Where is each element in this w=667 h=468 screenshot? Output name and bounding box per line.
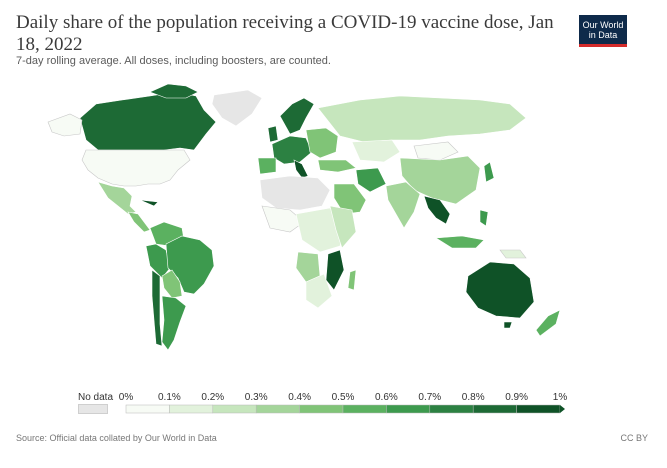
legend-bin-4[interactable] [299, 404, 344, 414]
legend-tick-label: 0.9% [505, 392, 528, 403]
legend-bin-1[interactable] [169, 404, 214, 414]
region-madagascar[interactable] [347, 269, 357, 291]
region-mozambique[interactable] [325, 249, 345, 291]
region-philippines[interactable] [479, 209, 489, 227]
region-russia[interactable] [317, 95, 527, 143]
region-italy[interactable] [293, 159, 309, 179]
legend-tick-label: 1% [552, 392, 568, 403]
region-new-zealand[interactable] [535, 309, 561, 337]
region-central-america[interactable] [127, 211, 151, 233]
legend-color-scale [125, 404, 565, 414]
chart-subtitle: 7-day rolling average. All doses, includ… [16, 55, 331, 67]
region-kazakhstan[interactable] [351, 139, 401, 163]
legend-tick-label: 0.4% [288, 392, 311, 403]
license-label[interactable]: CC BY [620, 433, 648, 443]
region-indonesia[interactable] [435, 235, 485, 249]
legend-bin-7[interactable] [429, 404, 474, 414]
region-australia[interactable] [465, 261, 535, 319]
region-argentina[interactable] [161, 295, 187, 351]
source-note[interactable]: Source: Official data collated by Our Wo… [16, 433, 217, 443]
region-north-africa[interactable] [259, 175, 331, 211]
legend-tick-label: 0.7% [418, 392, 442, 403]
legend-tick-label: 0.1% [157, 392, 181, 403]
region-cuba[interactable] [139, 199, 159, 207]
region-arabia[interactable] [333, 183, 367, 215]
region-alaska[interactable] [47, 113, 83, 137]
region-canada-islands[interactable] [149, 83, 199, 99]
legend-bin-0[interactable] [125, 404, 170, 414]
legend-bin-6[interactable] [386, 404, 431, 414]
region-iberia[interactable] [257, 157, 277, 175]
legend-tick-label: 0.3% [244, 392, 268, 403]
region-bolivia-paraguay[interactable] [161, 269, 183, 299]
region-chile[interactable] [151, 269, 163, 347]
region-mongolia[interactable] [413, 141, 459, 161]
legend-tick-label: 0.2% [201, 392, 225, 403]
owid-logo[interactable]: Our World in Data [579, 15, 627, 47]
legend-bin-2[interactable] [212, 404, 257, 414]
region-west-africa[interactable] [261, 205, 305, 233]
region-east-africa[interactable] [329, 205, 357, 249]
region-turkey-caucasus[interactable] [317, 159, 357, 173]
region-china[interactable] [399, 155, 481, 205]
region-scandinavia[interactable] [279, 97, 315, 135]
region-tasmania[interactable] [503, 321, 513, 329]
legend-overflow-arrow [560, 405, 565, 413]
region-uk[interactable] [267, 125, 279, 143]
legend-bin-5[interactable] [342, 404, 387, 414]
legend-tick-labels: 0% 0.1% 0.2% 0.3% 0.4% 0.5% 0.6% 0.7% 0.8% 0.9% 1% [0, 392, 667, 406]
legend-tick-label: 0.5% [331, 392, 355, 403]
region-papua[interactable] [499, 249, 527, 259]
legend-tick-label: 0% [118, 392, 134, 403]
legend-no-data-swatch[interactable] [78, 404, 108, 414]
chart-title: Daily share of the population receiving … [16, 12, 554, 55]
logo-line-1: Our World [582, 19, 624, 30]
logo-line-2: in Data [588, 29, 618, 40]
region-korea-japan[interactable] [483, 161, 495, 183]
region-southern-africa[interactable] [305, 273, 333, 309]
region-mexico[interactable] [97, 181, 137, 215]
legend-no-data-label: No data [78, 392, 114, 403]
region-greenland[interactable] [211, 89, 263, 127]
legend-bin-8[interactable] [472, 404, 517, 414]
legend-tick-label: 0.8% [461, 392, 485, 403]
legend-bin-9[interactable] [516, 404, 561, 414]
region-eastern-europe[interactable] [305, 127, 339, 159]
legend-tick-label: 0.6% [374, 392, 398, 403]
region-southeast-asia[interactable] [423, 195, 451, 225]
region-canada[interactable] [79, 91, 217, 151]
region-india[interactable] [385, 181, 421, 229]
region-usa[interactable] [81, 149, 191, 187]
world-map [47, 83, 561, 351]
region-iran[interactable] [355, 167, 387, 193]
legend-bin-3[interactable] [255, 404, 300, 414]
